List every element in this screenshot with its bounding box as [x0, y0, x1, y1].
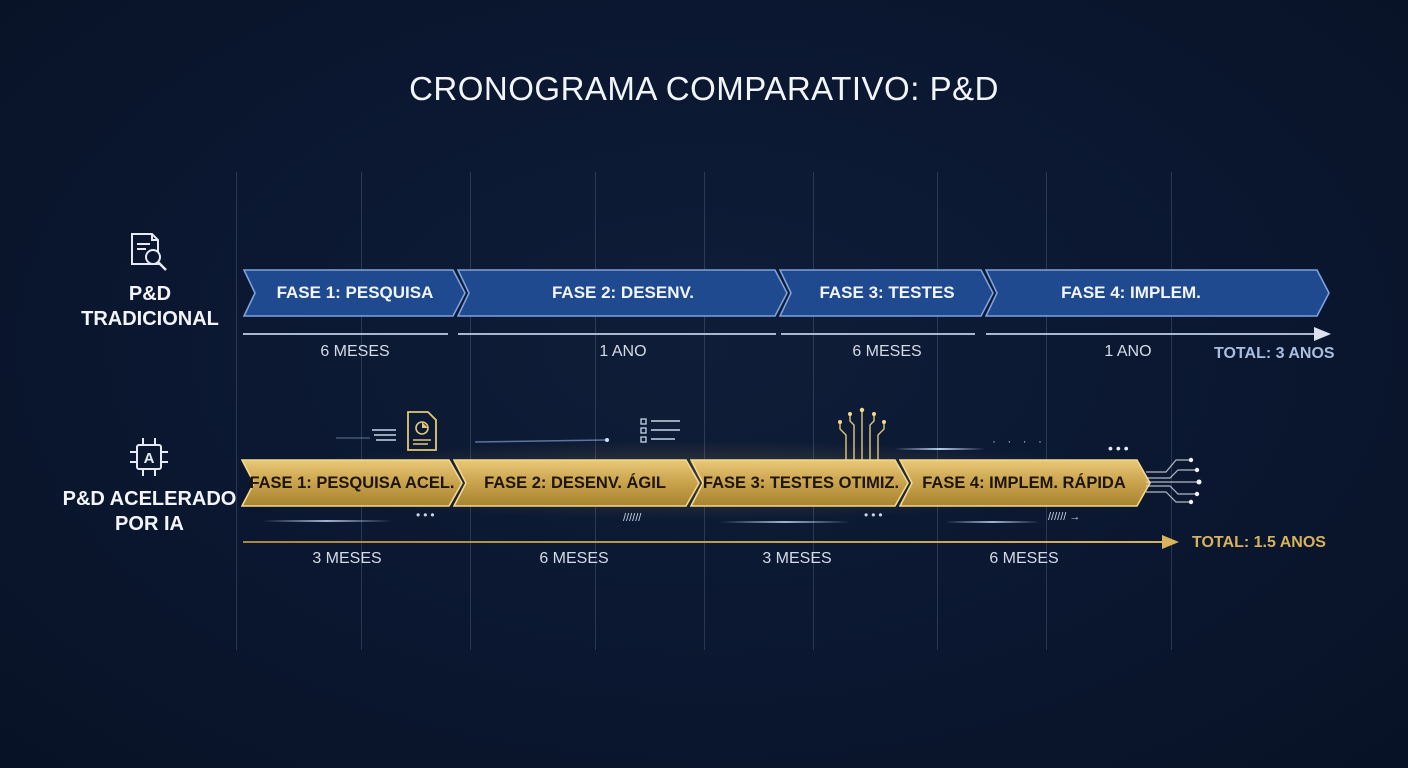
chevron-phase-4 — [985, 269, 1330, 317]
checklist-icon — [475, 418, 680, 443]
grid-line — [1046, 172, 1047, 650]
svg-text:A: A — [144, 450, 155, 467]
grid-line — [704, 172, 705, 650]
dots-decoration: ••• — [1108, 440, 1132, 456]
report-document-icon — [336, 411, 437, 451]
circuit-icon — [838, 407, 886, 461]
phase-4-duration: 1 ANO — [1104, 343, 1152, 360]
grid-line — [470, 172, 471, 650]
phase-1-duration: 6 MESES — [320, 343, 390, 360]
arrow-right-icon — [1162, 535, 1179, 549]
dots-decoration: ••• — [416, 508, 438, 522]
segment-line — [781, 333, 975, 335]
grid-line — [595, 172, 596, 650]
grid-line — [361, 172, 362, 650]
page-title: CRONOGRAMA COMPARATIVO: P&D — [409, 70, 999, 107]
phase-3-duration: 6 MESES — [852, 343, 922, 360]
phase-1-duration: 3 MESES — [312, 550, 382, 567]
ai-row-label: P&D ACELERADO POR IA — [62, 488, 237, 535]
segment-line — [986, 333, 1318, 335]
chevron-phase-2 — [453, 459, 700, 507]
grid-line — [937, 172, 938, 650]
chevron-phase-3 — [779, 269, 994, 317]
traditional-row-label: P&D TRADICIONAL — [81, 283, 219, 330]
chevron-phase-1 — [241, 459, 463, 507]
light-streak — [262, 520, 392, 522]
dots-decoration: · · · · — [992, 434, 1046, 448]
segment-line — [243, 333, 448, 335]
light-streak — [945, 521, 1040, 523]
phase-2-duration: 6 MESES — [539, 550, 609, 567]
grid-line — [813, 172, 814, 650]
dashes-decoration: ////// — [623, 512, 642, 524]
chevron-phase-3 — [690, 459, 909, 507]
phase-2-duration: 1 ANO — [599, 343, 647, 360]
arrow-right-icon — [1314, 327, 1331, 341]
phase-3-duration: 3 MESES — [762, 550, 832, 567]
grid-line — [236, 172, 237, 650]
grid-line — [1171, 172, 1172, 650]
segment-line — [458, 333, 776, 335]
traditional-total: TOTAL: 3 ANOS — [1214, 345, 1335, 362]
document-search-icon — [131, 233, 167, 271]
chevron-phase-2 — [457, 269, 788, 317]
chevron-phase-1 — [243, 269, 466, 317]
light-streak — [720, 521, 850, 523]
phase-4-duration: 6 MESES — [989, 550, 1059, 567]
network-nodes-icon — [1146, 457, 1202, 505]
chevron-phase-4 — [899, 459, 1151, 507]
ai-total: TOTAL: 1.5 ANOS — [1192, 534, 1326, 551]
ai-timeline-line — [243, 541, 1167, 543]
light-streak — [895, 448, 985, 450]
dashes-decoration: ////// → — [1048, 511, 1081, 523]
ai-chip-icon: A — [130, 438, 168, 476]
dots-decoration: ••• — [864, 508, 886, 522]
